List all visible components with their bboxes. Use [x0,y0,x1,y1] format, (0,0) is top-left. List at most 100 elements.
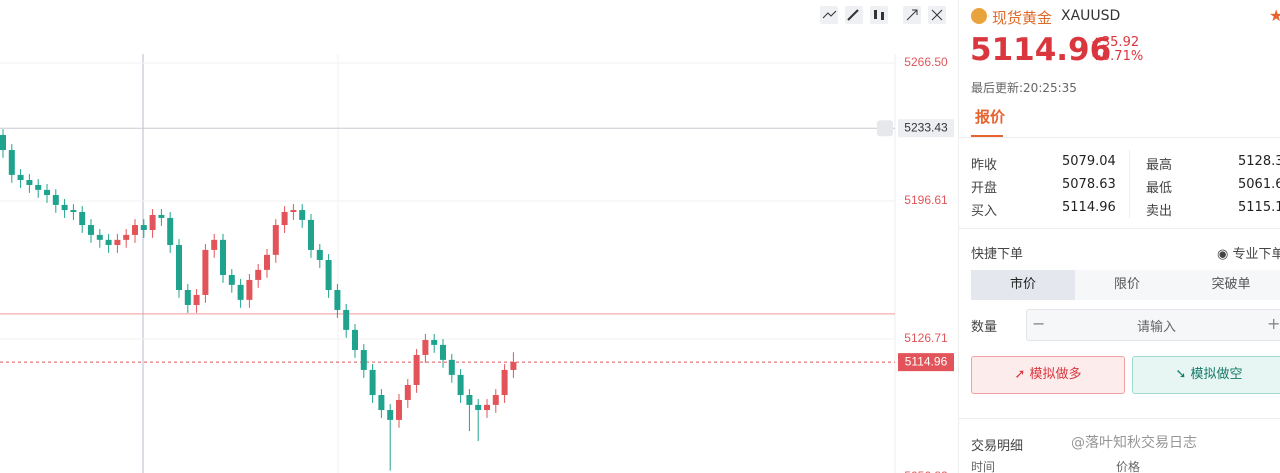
quote-value: 5079.04 [1062,154,1116,169]
plot: 5266.50 5196.61 5126.71 5056.82 5233.43 5114.… [0,55,954,473]
candle-body [255,269,262,280]
order-tab[interactable]: 限价 [1113,277,1140,292]
candle-body [70,210,77,213]
candle-body [114,239,121,245]
candle-body [343,309,350,330]
change: +35.92 [1091,35,1140,50]
candle-body [404,384,411,400]
candle-body [184,289,191,305]
candle-body [299,210,306,220]
candle-body [132,225,138,235]
candle-body [475,404,482,411]
divider [959,418,1280,419]
candle-body [501,369,508,396]
candle-body [440,344,446,360]
candle-body [510,362,517,370]
candle-body [466,395,473,405]
candle-body [88,225,94,235]
candle-body [158,214,165,218]
quote-value: 5128.30 [1238,154,1280,169]
alert-label: 5233.43 [904,120,948,134]
sell-button[interactable]: ➘ 模拟做空 [1132,356,1280,394]
quote-value: 5078.63 [1062,177,1116,192]
candle-body [281,212,288,226]
symbol: XAUUSD [1061,8,1121,24]
quote-value: 5114.96 [1062,200,1116,215]
candle-body [140,225,147,230]
candle-body [246,279,253,300]
divider [959,228,1280,229]
quote-value: 5115.13 [1238,200,1280,215]
y-tick-label: 5196.61 [904,193,948,207]
quote-value: 5061.60 [1238,177,1280,192]
update-time: 最后更新:20:25:35 [971,81,1077,95]
candle-body [422,339,429,355]
col-time: 时间 [971,460,996,473]
candle-body [17,174,24,181]
order-tab[interactable]: 市价 [971,270,1075,300]
candle-body [413,354,420,385]
chart: 5266.50 5196.61 5126.71 5056.82 5233.43 5114.… [0,6,954,473]
candle-body [35,184,42,190]
col-price: 价格 [1116,460,1141,473]
tool-button[interactable] [870,6,888,24]
qty-input[interactable] [1026,309,1280,341]
candle-body [176,244,182,290]
candle-body [237,284,244,300]
quote-label: 卖出 [1146,204,1173,219]
candle-body [211,239,218,250]
candle-body [369,369,376,396]
minus[interactable]: − [1032,314,1046,333]
order-tab[interactable]: 突破单 [1211,277,1251,292]
quote-label: 最低 [1146,181,1173,196]
candle-body [378,395,385,411]
candle-body [167,217,174,245]
candle-body [202,249,209,295]
buy-button[interactable]: ➚ 模拟做多 [971,356,1125,394]
favorite[interactable]: ★ [1269,6,1280,25]
side-panel: 现货黄金 XAUUSD ★ 5114.96 +35.92 +0.71% 最后更新… [958,0,1280,473]
plus[interactable]: + [1267,314,1280,333]
candle-body [52,195,59,205]
candle-body [272,225,279,255]
tool-icon [931,9,943,21]
candle-body [193,294,200,305]
qty-label: 数量 [971,320,998,335]
tool-icon [881,12,884,20]
quote-label: 买入 [971,204,998,219]
quote-label: 最高 [1146,158,1173,173]
tool-icon [874,10,877,19]
candle-body [79,212,86,226]
divider [1129,150,1130,218]
sell-text: 模拟做空 [1190,367,1243,382]
candle-body [44,189,50,196]
candle-body [448,359,455,375]
divider [959,137,1280,138]
change-pct: +0.71% [1091,49,1144,64]
quote-label: 昨收 [971,158,998,173]
y-tick-label: 5126.71 [904,331,948,345]
candle-body [61,204,68,211]
alert-bell [877,120,893,137]
price: 5114.96 [970,32,1112,68]
tool-icon [906,9,918,21]
candle-body [316,249,323,260]
tab[interactable]: 报价 [975,108,1006,126]
tab-underline [971,135,1003,137]
asset-name: 现货黄金 [992,9,1053,27]
pro-order[interactable]: ◉ 专业下单 [1217,243,1280,262]
candle-body [431,339,438,345]
candle-body [334,289,341,310]
tool-icon [847,9,859,21]
tool-icon [822,10,837,19]
candle-body [360,350,367,370]
tool-button[interactable] [820,6,838,24]
toolbar[interactable] [820,6,946,24]
candle-body [0,135,6,151]
candle-body [352,329,358,351]
pro-order-text: 专业下单 [1232,247,1280,262]
candle-body [325,259,332,290]
current-price-label: 5114.96 [905,354,948,368]
buy-text: 模拟做多 [1029,367,1082,382]
